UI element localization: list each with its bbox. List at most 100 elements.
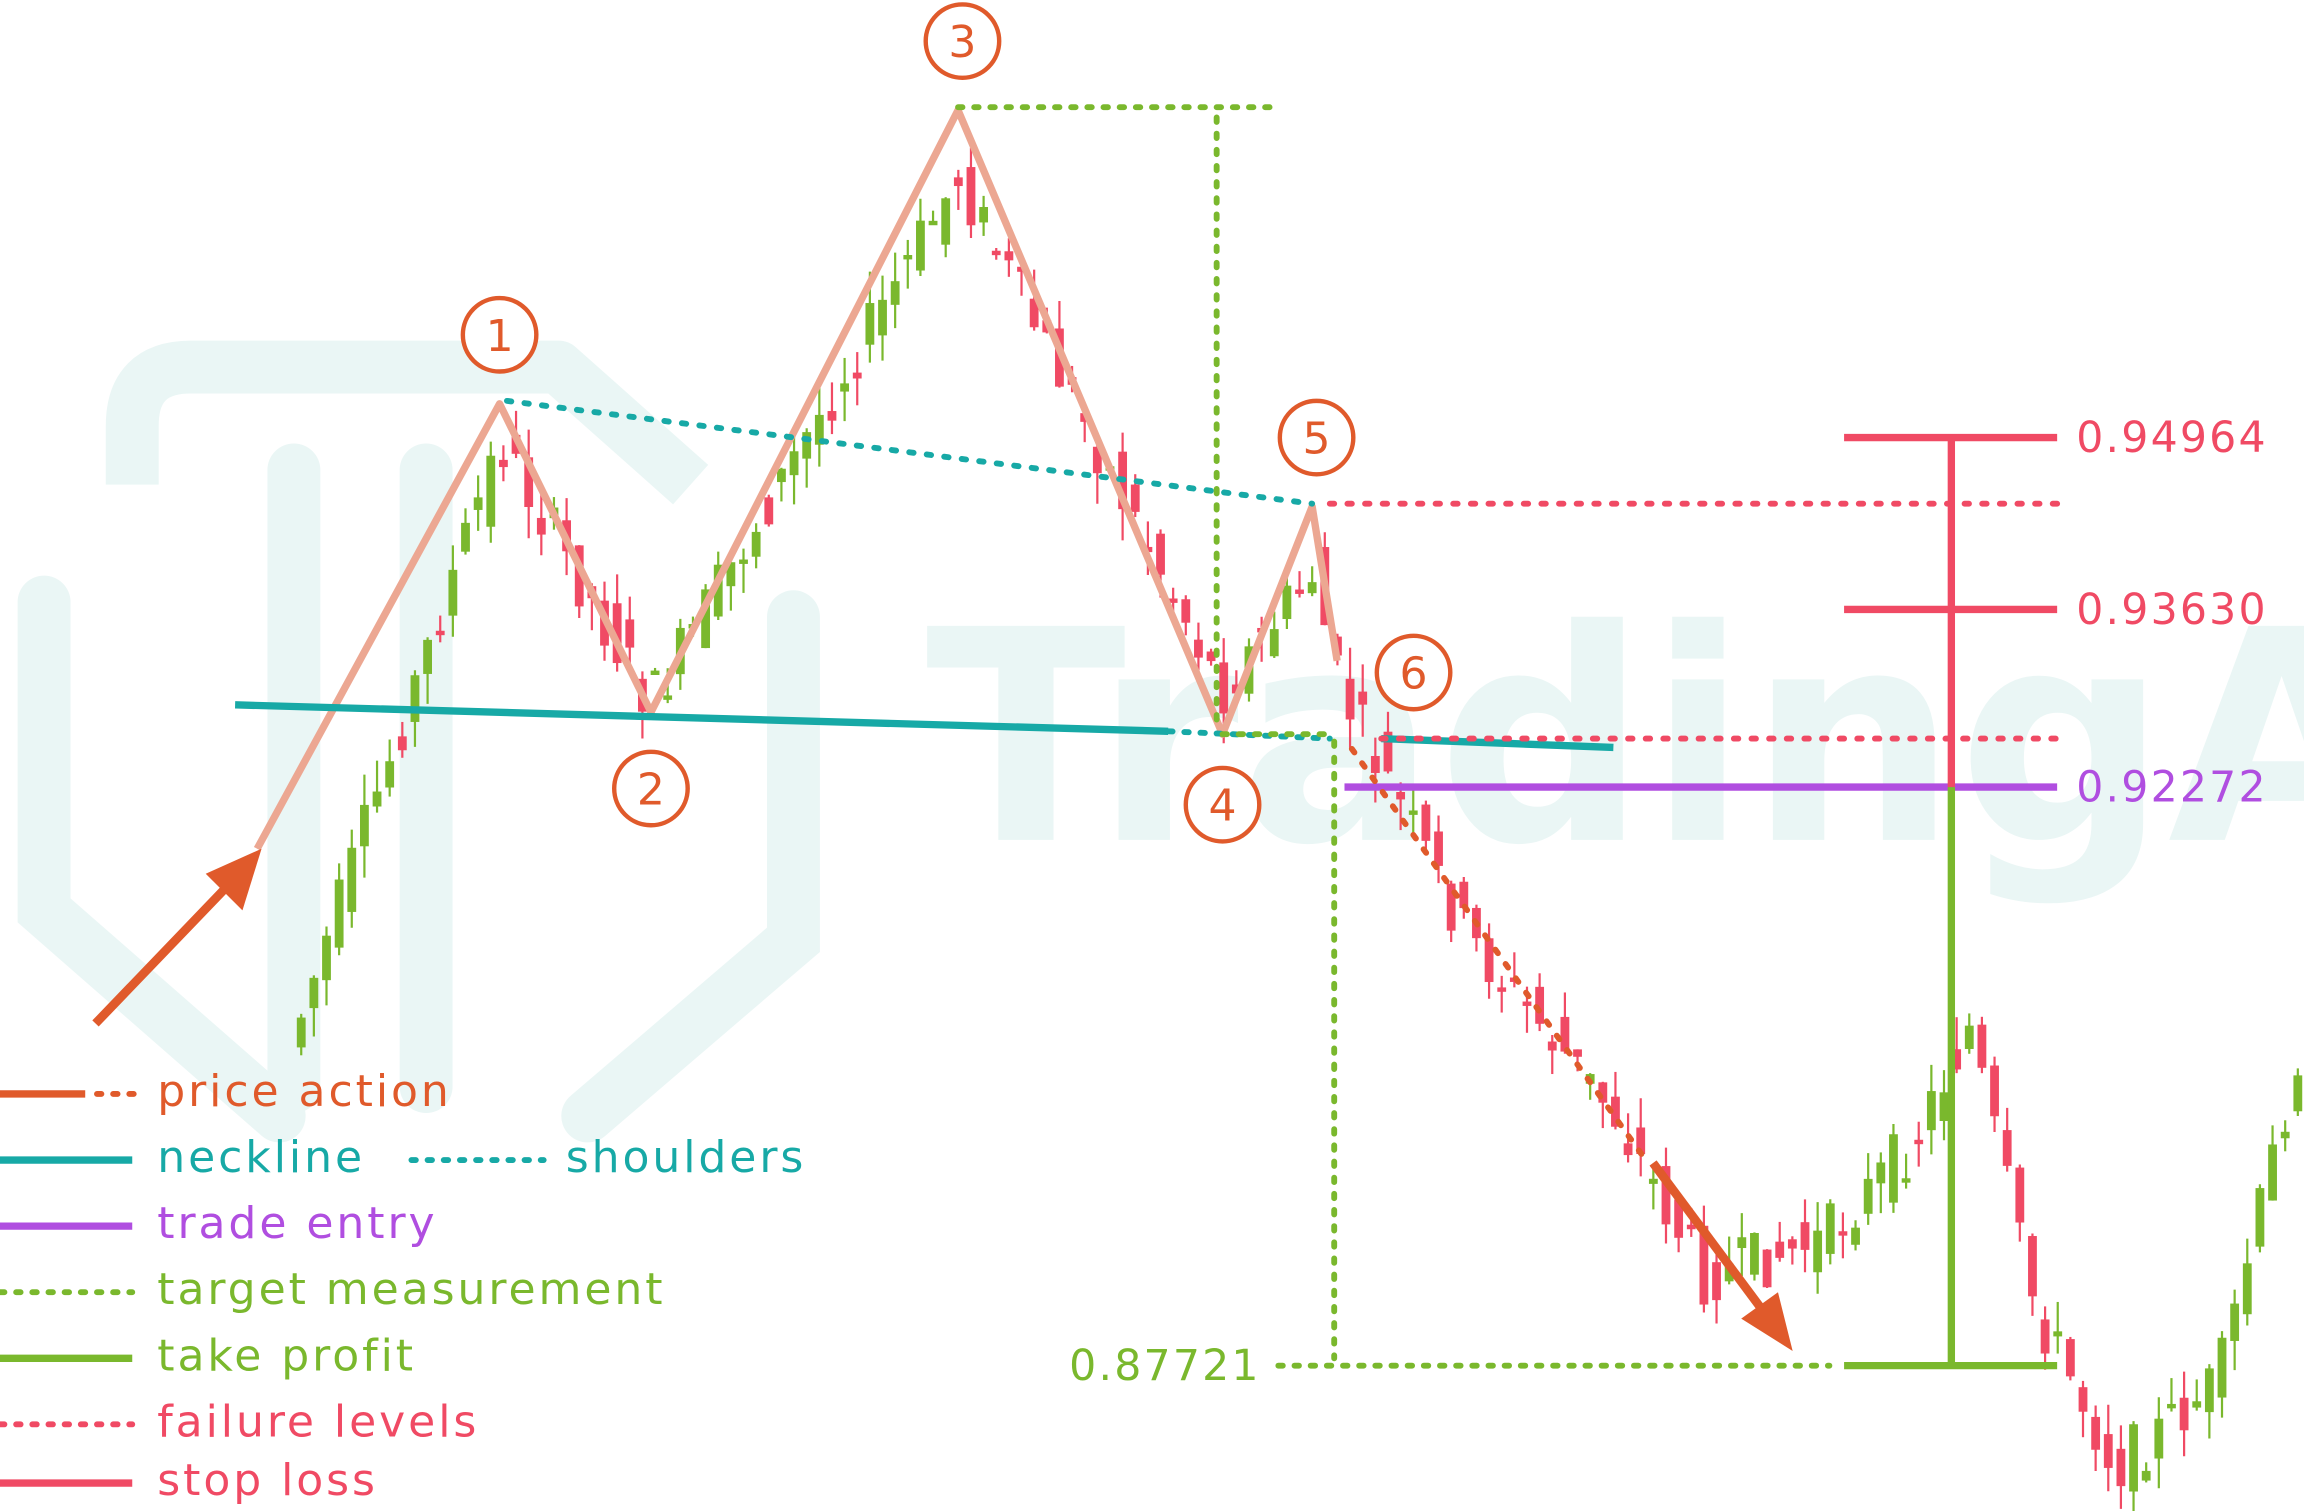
- candle-body: [1674, 1199, 1684, 1238]
- candle-body: [903, 255, 913, 260]
- point-label: 5: [1303, 414, 1331, 465]
- candle-body: [2091, 1416, 2101, 1450]
- candle-body: [322, 935, 331, 981]
- candle-body: [1307, 582, 1317, 594]
- legend-label: failure levels: [157, 1396, 479, 1447]
- candle-body: [1282, 585, 1292, 620]
- candle-body: [1648, 1178, 1658, 1184]
- candle-body: [1990, 1065, 1999, 1117]
- candle-body: [878, 299, 887, 336]
- candle-body: [334, 879, 344, 948]
- candle-body: [1926, 1091, 1936, 1131]
- candle-body: [1914, 1139, 1924, 1145]
- candle-body: [2141, 1470, 2151, 1481]
- candle-body: [1396, 791, 1406, 800]
- candle-body: [2167, 1403, 2176, 1409]
- candle-body: [1901, 1178, 1911, 1183]
- candle-body: [890, 281, 900, 305]
- legend-label: stop loss: [157, 1455, 378, 1506]
- candle-body: [663, 695, 673, 700]
- point-marker: [923, 2, 1002, 81]
- candle-body: [1092, 446, 1102, 474]
- candle-body: [1181, 599, 1191, 623]
- candle-body: [726, 562, 736, 587]
- candle-body: [461, 522, 470, 552]
- candle-body: [309, 977, 319, 1009]
- candle-body: [1838, 1231, 1848, 1236]
- candle-body: [536, 517, 546, 535]
- shoulders-line: [504, 397, 1316, 507]
- legend-label: trade entry: [157, 1198, 437, 1249]
- candle-body: [2078, 1387, 2088, 1412]
- candle-body: [1345, 678, 1355, 720]
- candle-body: [814, 414, 824, 445]
- legend-label: target measurement: [157, 1264, 665, 1315]
- candle-body: [1661, 1166, 1671, 1225]
- candle-body: [499, 459, 508, 468]
- candle-body: [1699, 1225, 1709, 1305]
- candle-body: [486, 455, 496, 527]
- candle-body: [574, 545, 584, 607]
- candle-body: [852, 372, 862, 379]
- candle-body: [1813, 1230, 1823, 1273]
- candle-body: [1712, 1262, 1721, 1301]
- candle-body: [423, 639, 432, 674]
- candle-body: [2204, 1368, 2214, 1413]
- candle-body: [2065, 1339, 2075, 1377]
- candle-body: [2192, 1401, 2202, 1408]
- candle-body: [1168, 598, 1178, 603]
- projected-path: [1348, 745, 1649, 1163]
- candle-body: [2154, 1418, 2164, 1459]
- candle-body: [296, 1017, 306, 1048]
- candle-body: [650, 670, 660, 675]
- candle-body: [1156, 533, 1165, 575]
- candle-body: [2053, 1331, 2063, 1337]
- candle-body: [1358, 691, 1368, 705]
- pattern-points: 1 2 3 4 5 6: [460, 2, 1453, 844]
- legend-label: neckline: [157, 1132, 365, 1183]
- candle-body: [789, 451, 799, 476]
- candle-body: [2028, 1236, 2037, 1297]
- candle-body: [991, 250, 1001, 256]
- neckline-dotted: [1165, 728, 1333, 742]
- candle-body: [840, 383, 850, 392]
- candle-body: [1750, 1233, 1759, 1275]
- candle-body: [2129, 1424, 2138, 1492]
- candle-body: [372, 791, 382, 807]
- candle-body: [1851, 1227, 1860, 1245]
- candle-body: [1408, 810, 1418, 815]
- legend-label: price action: [157, 1066, 452, 1117]
- legend-label: shoulders: [566, 1132, 807, 1183]
- candle-body: [2280, 1131, 2290, 1139]
- point-label: 4: [1209, 781, 1237, 832]
- candle-body: [941, 198, 951, 245]
- candle-body: [397, 736, 407, 751]
- candle-body: [764, 497, 774, 525]
- candle-body: [2103, 1434, 2113, 1468]
- candle-body: [1573, 1049, 1582, 1057]
- candle-body: [1269, 629, 1279, 657]
- arrow-head: [205, 848, 262, 911]
- candle-body: [928, 220, 938, 226]
- candle-body: [1206, 651, 1216, 662]
- candle-body: [1636, 1127, 1646, 1155]
- candle-body: [701, 589, 711, 649]
- point-marker: [1374, 633, 1453, 712]
- candle-body: [2015, 1167, 2025, 1223]
- candle-body: [1434, 831, 1443, 866]
- candle-body: [1446, 883, 1456, 931]
- candle-body: [2002, 1130, 2012, 1166]
- candle-body: [966, 167, 976, 226]
- candle-body: [1130, 484, 1140, 512]
- candle-body: [1762, 1249, 1772, 1288]
- candle-body: [739, 559, 748, 564]
- point-label: 2: [637, 765, 665, 816]
- candle-body: [2242, 1263, 2252, 1315]
- candle-body: [751, 531, 761, 557]
- candle-body: [2255, 1188, 2265, 1247]
- candle-body: [612, 603, 622, 664]
- candle-body: [1952, 1049, 1962, 1070]
- candle-body: [713, 564, 723, 617]
- candle-body: [1800, 1222, 1810, 1250]
- candle-body: [1787, 1239, 1797, 1249]
